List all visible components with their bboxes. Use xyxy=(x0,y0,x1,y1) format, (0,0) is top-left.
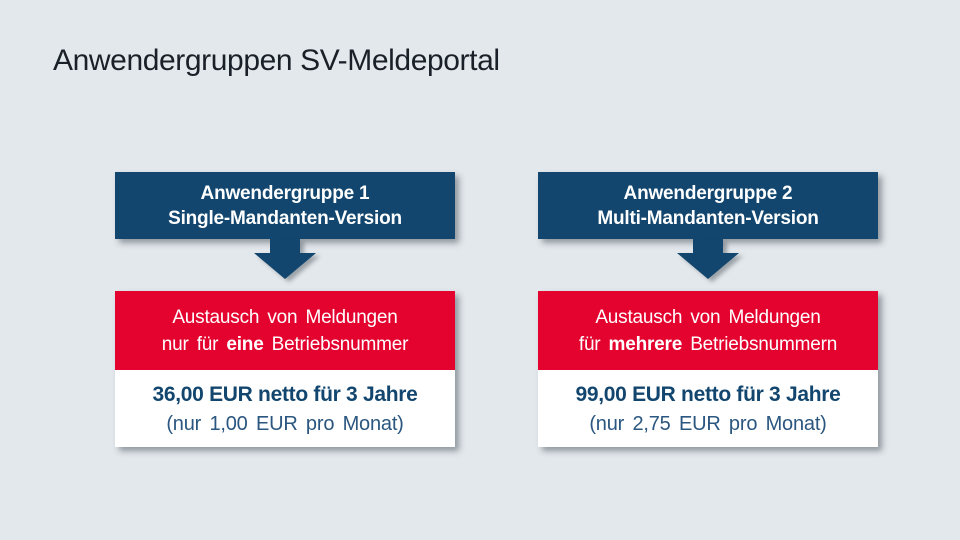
group-1-feature-box: Austausch von Meldungen nur für eine Bet… xyxy=(115,291,455,370)
group-1-price-box: 36,00 EUR netto für 3 Jahre (nur 1,00 EU… xyxy=(115,370,455,447)
arrow-stem xyxy=(693,239,723,253)
group-2-feature-line1: Austausch von Meldungen xyxy=(595,306,821,328)
group-1-price-sub: (nur 1,00 EUR pro Monat) xyxy=(166,412,404,435)
group-2-info-stack: Austausch von Meldungen für mehrere Betr… xyxy=(538,291,878,447)
group-2-header-line1: Anwendergruppe 2 xyxy=(623,182,793,204)
group-1-header-line1: Anwendergruppe 1 xyxy=(200,182,370,204)
arrow-head xyxy=(677,253,739,279)
group-2-header-box: Anwendergruppe 2 Multi-Mandanten-Version xyxy=(538,172,878,239)
group-2-price-main: 99,00 EUR netto für 3 Jahre xyxy=(575,382,841,406)
group-1-header-box: Anwendergruppe 1 Single-Mandanten-Versio… xyxy=(115,172,455,239)
arrow-down-icon xyxy=(538,239,878,291)
group-1-feature-line2: nur für eine Betriebsnummer xyxy=(115,331,455,358)
group-1-header-line2: Single-Mandanten-Version xyxy=(168,207,402,229)
group-2-feature-line2: für mehrere Betriebsnummern xyxy=(538,331,878,358)
group-1-feature-line1: Austausch von Meldungen xyxy=(172,306,398,328)
feature-line2-prefix: nur für xyxy=(161,333,227,355)
feature-line2-bold: eine xyxy=(226,333,264,355)
feature-line2-suffix: Betriebsnummern xyxy=(682,333,838,355)
feature-line2-bold: mehrere xyxy=(608,333,683,355)
arrow-head xyxy=(254,253,316,279)
arrow-stem xyxy=(270,239,300,253)
group-2-feature-box: Austausch von Meldungen für mehrere Betr… xyxy=(538,291,878,370)
arrow-down-icon xyxy=(115,239,455,291)
feature-line2-prefix: für xyxy=(578,333,609,355)
group-2-price-sub: (nur 2,75 EUR pro Monat) xyxy=(589,412,827,435)
group-1-price-main: 36,00 EUR netto für 3 Jahre xyxy=(152,382,418,406)
group-2-price-box: 99,00 EUR netto für 3 Jahre (nur 2,75 EU… xyxy=(538,370,878,447)
feature-line2-suffix: Betriebsnummer xyxy=(263,333,409,355)
group-1-column: Anwendergruppe 1 Single-Mandanten-Versio… xyxy=(115,172,455,447)
page-title: Anwendergruppen SV-Meldeportal xyxy=(53,44,500,77)
group-2-column: Anwendergruppe 2 Multi-Mandanten-Version… xyxy=(538,172,878,447)
group-2-header-line2: Multi-Mandanten-Version xyxy=(597,207,819,229)
group-1-info-stack: Austausch von Meldungen nur für eine Bet… xyxy=(115,291,455,447)
